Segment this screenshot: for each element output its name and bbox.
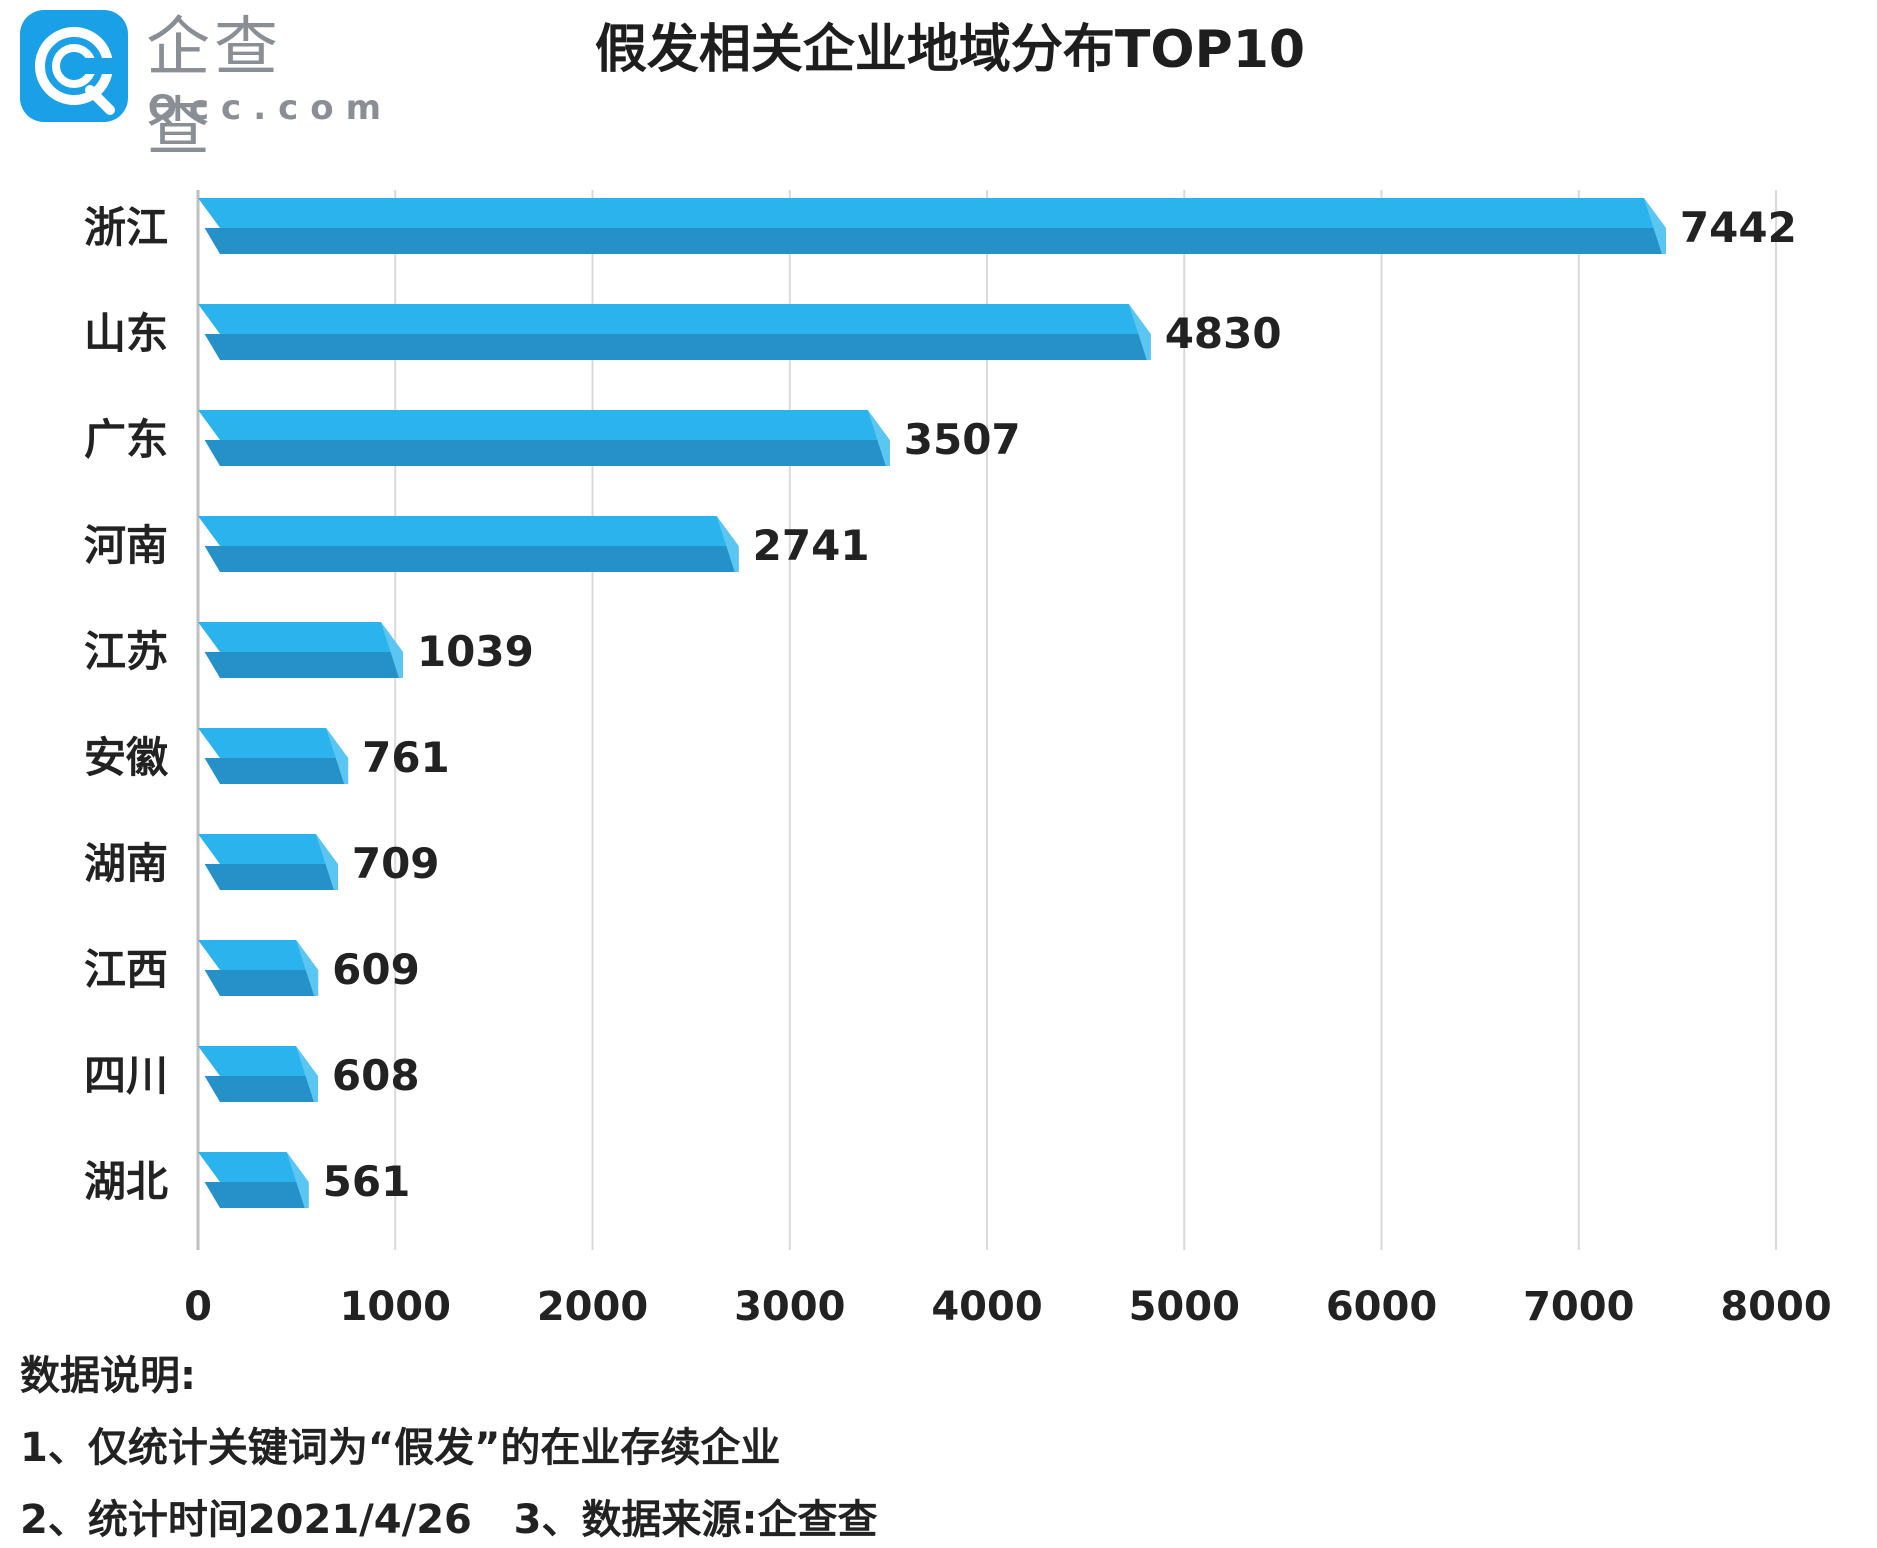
brand-name-cn: 企查查 [146,11,282,165]
x-tick-label: 8000 [1720,1284,1831,1330]
bar-end-cap [326,728,349,784]
data-label: 561 [323,1157,411,1206]
category-label: 山东 [84,309,168,358]
x-tick-label: 5000 [1129,1284,1240,1330]
notes-heading: 数据说明: [20,1353,196,1399]
category-label: 安徽 [84,733,169,782]
brand-name-en: Qcc.com [148,88,394,128]
bar-top-face [198,1152,309,1182]
bar-end-cap [1643,198,1666,254]
bar-top-face [198,622,403,652]
bar-end-cap [286,1152,309,1208]
bar-top-face [198,728,349,758]
notes-line-2: 2、统计时间2021/4/26 3、数据来源:企查查 [20,1497,878,1543]
bar-front-face [204,1076,318,1102]
bar-front-face [204,652,403,678]
x-tick-label: 3000 [734,1284,845,1330]
bar-front-face [204,864,338,890]
data-label: 761 [362,733,450,782]
bar-top-face [198,410,890,440]
bar-front-face [204,334,1151,360]
bar-end-cap [867,410,890,466]
data-label: 7442 [1680,203,1797,252]
bar-front-face [204,970,319,996]
x-tick-label: 2000 [537,1284,648,1330]
bar-top-face [198,834,338,864]
data-label: 3507 [904,415,1021,464]
bar-front-face [204,1182,309,1208]
bar-top-face [198,1046,318,1076]
category-label: 河南 [84,521,168,570]
qcc-logo-icon [20,10,128,122]
bar-front-face [204,546,739,572]
bar-end-cap [296,940,319,996]
notes-line-1: 1、仅统计关键词为“假发”的在业存续企业 [20,1425,781,1471]
bar-end-cap [380,622,403,678]
category-label: 湖南 [84,839,168,888]
x-tick-label: 1000 [340,1284,451,1330]
x-tick-label: 6000 [1326,1284,1437,1330]
chart-title: 假发相关企业地域分布TOP10 [594,20,1306,80]
bar-top-face [198,198,1666,228]
bar-chart: 0 1000 2000 3000 4000 5000 6000 7000 8000 浙江 7442 山… [84,190,1832,1330]
data-label: 608 [332,1051,420,1100]
x-tick-label: 4000 [931,1284,1042,1330]
bar-front-face [204,228,1666,254]
bar-end-cap [1128,304,1151,360]
data-label: 609 [332,945,420,994]
category-label: 浙江 [84,203,168,252]
x-tick-label: 7000 [1523,1284,1634,1330]
bar-end-cap [295,1046,318,1102]
bar-end-cap [716,516,739,572]
category-label: 四川 [84,1051,168,1100]
bar-end-cap [315,834,338,890]
bar-front-face [204,758,349,784]
logo: 企查查 Qcc.com [18,8,381,165]
category-label: 湖北 [84,1157,168,1206]
category-label: 江西 [84,945,168,994]
bar-front-face [204,440,890,466]
data-label: 4830 [1165,309,1282,358]
bar-top-face [198,304,1151,334]
data-label: 709 [352,839,440,888]
data-label: 2741 [753,521,870,570]
bar-top-face [198,940,319,970]
x-tick-label: 0 [184,1284,212,1330]
bar-top-face [198,516,739,546]
data-label: 1039 [417,627,534,676]
category-label: 江苏 [84,627,168,676]
category-label: 广东 [84,415,168,464]
